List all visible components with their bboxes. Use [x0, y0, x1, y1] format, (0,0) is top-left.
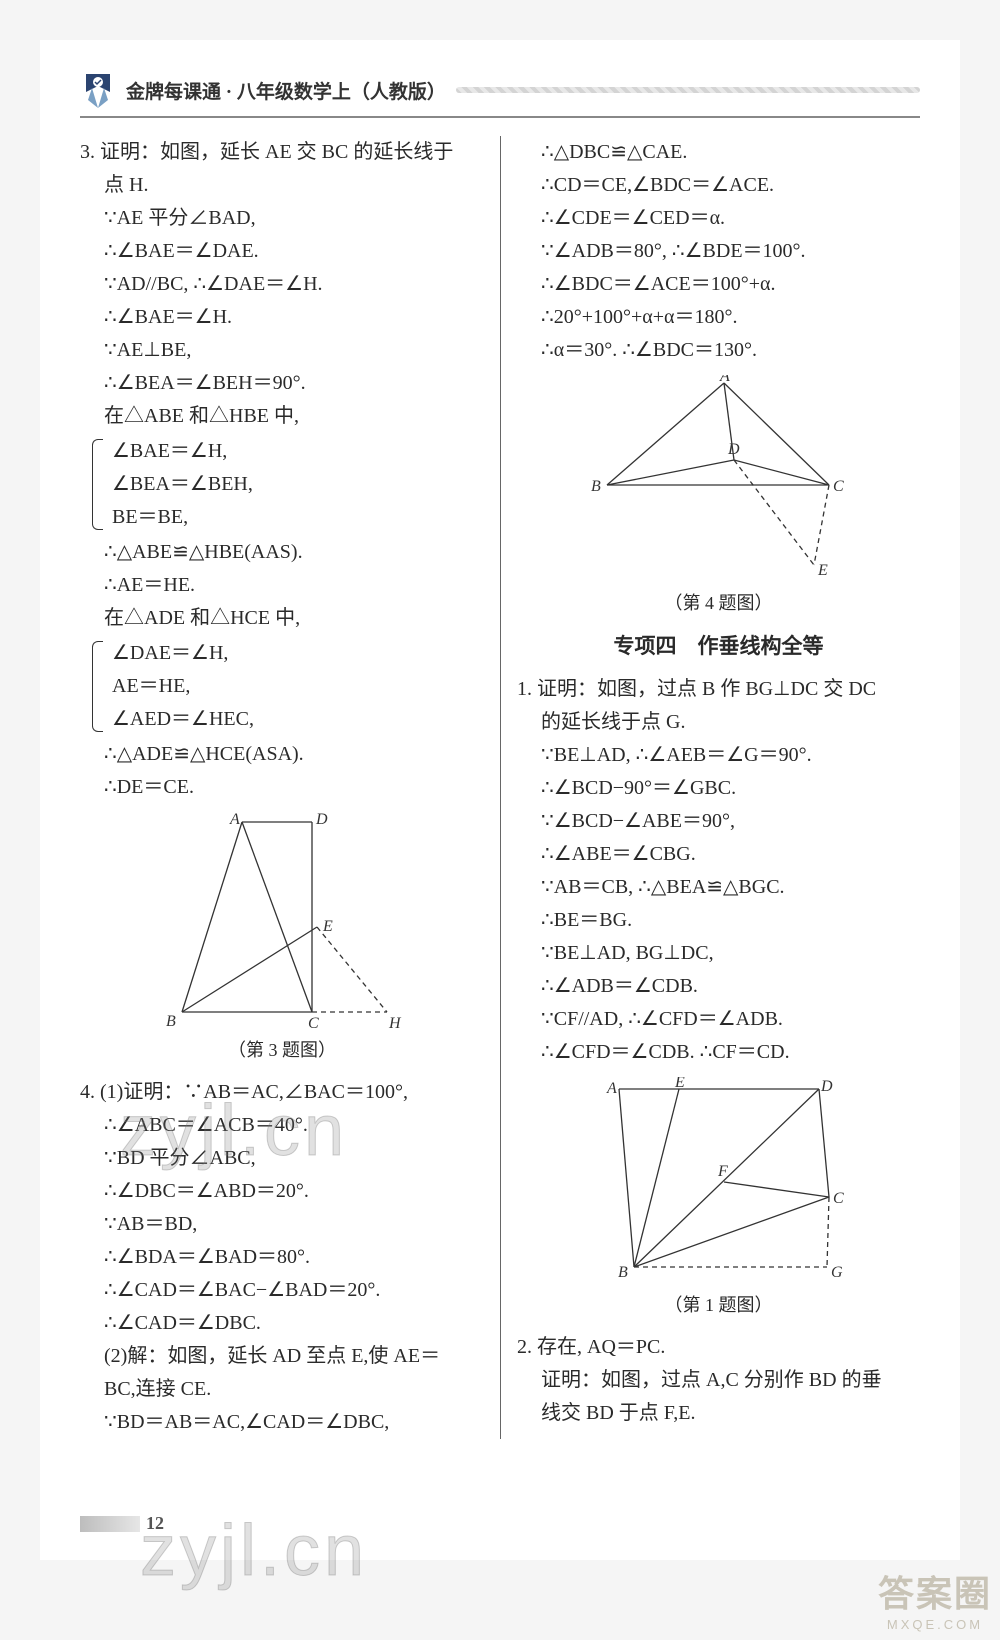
text-line: ∴BE＝BG.	[517, 904, 920, 937]
figure-1: A E D C F B G	[517, 1077, 920, 1287]
text-line: BC,连接 CE.	[80, 1373, 484, 1406]
svg-text:C: C	[833, 1190, 844, 1207]
text-line: 2. 存在, AQ＝PC.	[517, 1331, 920, 1364]
text-line: ∵∠ADB＝80°, ∴∠BDE＝100°.	[517, 235, 920, 268]
page-number-stripe	[80, 1516, 140, 1532]
text-line: ∴△ABE≌△HBE(AAS).	[80, 536, 484, 569]
text-line: 3. 证明：如图，延长 AE 交 BC 的延长线于	[80, 136, 484, 169]
text-line: ∴∠BCD−90°＝∠GBC.	[517, 772, 920, 805]
content-columns: 3. 证明：如图，延长 AE 交 BC 的延长线于 点 H. ∵AE 平分∠BA…	[80, 136, 920, 1439]
text-line: AE＝HE,	[112, 670, 484, 703]
figure-3: A D B C H E	[80, 812, 484, 1032]
text-line: ∵AB＝BD,	[80, 1208, 484, 1241]
text-line: 在△ADE 和△HCE 中,	[80, 602, 484, 635]
svg-text:G: G	[831, 1264, 843, 1281]
svg-text:A: A	[719, 375, 730, 385]
svg-text:B: B	[618, 1264, 628, 1281]
text-line: ∵AD//BC, ∴∠DAE＝∠H.	[80, 268, 484, 301]
text-line: ∵BE⊥AD, ∴∠AEB＝∠G＝90°.	[517, 739, 920, 772]
text-line: 在△ABE 和△HBE 中,	[80, 400, 484, 433]
svg-text:D: D	[820, 1078, 833, 1095]
text-line: ∵CF//AD, ∴∠CFD＝∠ADB.	[517, 1003, 920, 1036]
text-line: ∵BD＝AB＝AC,∠CAD＝∠DBC,	[80, 1406, 484, 1439]
corner-badge: 答案圈 MXQE.COM	[878, 1565, 992, 1632]
text-line: ∴∠DBC＝∠ABD＝20°.	[80, 1175, 484, 1208]
figure-4-caption: （第 4 题图）	[517, 589, 920, 619]
text-line: ∴△DBC≌△CAE.	[517, 136, 920, 169]
text-line: ∴△ADE≌△HCE(ASA).	[80, 738, 484, 771]
svg-text:B: B	[591, 478, 601, 495]
brace-group: ∠BAE＝∠H, ∠BEA＝∠BEH, BE＝BE,	[80, 435, 484, 534]
text-line: ∴DE＝CE.	[80, 771, 484, 804]
text-line: ∴∠BAE＝∠DAE.	[80, 235, 484, 268]
text-line: 4. (1)证明：∵AB＝AC,∠BAC＝100°,	[80, 1076, 484, 1109]
text-line: 证明：如图，过点 A,C 分别作 BD 的垂	[517, 1364, 920, 1397]
text-line: ∴∠BAE＝∠H.	[80, 301, 484, 334]
svg-text:B: B	[166, 1013, 176, 1030]
svg-text:C: C	[308, 1015, 319, 1032]
text-line: 1. 证明：如图，过点 B 作 BG⊥DC 交 DC	[517, 673, 920, 706]
text-line: ∴CD＝CE,∠BDC＝∠ACE.	[517, 169, 920, 202]
svg-text:E: E	[674, 1077, 685, 1091]
svg-text:A: A	[606, 1080, 617, 1097]
text-line: (2)解：如图，延长 AD 至点 E,使 AE＝	[80, 1340, 484, 1373]
text-line: ∵AE⊥BE,	[80, 334, 484, 367]
text-line: ∠DAE＝∠H,	[112, 637, 484, 670]
text-line: ∵BD 平分∠ABC,	[80, 1142, 484, 1175]
text-line: ∴∠CDE＝∠CED＝α.	[517, 202, 920, 235]
text-line: ∴∠BDA＝∠BAD＝80°.	[80, 1241, 484, 1274]
svg-text:D: D	[727, 441, 740, 458]
watermark: zyjl.cn	[140, 1510, 368, 1592]
text-line: ∠BEA＝∠BEH,	[112, 468, 484, 501]
page-number-value: 12	[146, 1513, 164, 1534]
text-line: ∵AE 平分∠BAD,	[80, 202, 484, 235]
text-line: ∴∠CAD＝∠DBC.	[80, 1307, 484, 1340]
page-header: 金牌每课通 · 八年级数学上（人教版）	[80, 70, 920, 118]
brace-group: ∠DAE＝∠H, AE＝HE, ∠AED＝∠HEC,	[80, 637, 484, 736]
svg-text:E: E	[322, 918, 333, 935]
text-line: BE＝BE,	[112, 501, 484, 534]
section-title: 专项四 作垂线构全等	[517, 629, 920, 664]
badge-url: MXQE.COM	[878, 1617, 992, 1632]
text-line: ∴AE＝HE.	[80, 569, 484, 602]
text-line: ∠AED＝∠HEC,	[112, 703, 484, 736]
svg-text:A: A	[229, 812, 240, 828]
svg-text:D: D	[315, 812, 328, 828]
text-line: ∴∠CFD＝∠CDB. ∴CF＝CD.	[517, 1036, 920, 1069]
figure-1-caption: （第 1 题图）	[517, 1291, 920, 1321]
svg-text:C: C	[833, 478, 844, 495]
svg-text:F: F	[717, 1163, 728, 1180]
page-number: 12	[80, 1513, 164, 1534]
text-line: ∴∠ABC＝∠ACB＝40°.	[80, 1109, 484, 1142]
text-line: ∴20°+100°+α+α＝180°.	[517, 301, 920, 334]
figure-4: A B C D E	[517, 375, 920, 585]
badge-title: 答案圈	[878, 1565, 992, 1617]
text-line: 点 H.	[80, 169, 484, 202]
text-line: ∠BAE＝∠H,	[112, 435, 484, 468]
text-line: ∵BE⊥AD, BG⊥DC,	[517, 937, 920, 970]
ribbon-icon	[80, 70, 116, 110]
text-line: ∴∠ADB＝∠CDB.	[517, 970, 920, 1003]
header-title: 金牌每课通 · 八年级数学上（人教版）	[126, 77, 446, 104]
right-column: ∴△DBC≌△CAE. ∴CD＝CE,∠BDC＝∠ACE. ∴∠CDE＝∠CED…	[500, 136, 920, 1439]
header-decoration	[456, 87, 920, 93]
text-line: ∴∠BDC＝∠ACE＝100°+α.	[517, 268, 920, 301]
svg-text:E: E	[817, 562, 828, 579]
text-line: ∴α＝30°. ∴∠BDC＝130°.	[517, 334, 920, 367]
text-line: ∴∠BEA＝∠BEH＝90°.	[80, 367, 484, 400]
page: 金牌每课通 · 八年级数学上（人教版） 3. 证明：如图，延长 AE 交 BC …	[40, 40, 960, 1560]
text-line: ∴∠ABE＝∠CBG.	[517, 838, 920, 871]
text-line: ∵∠BCD−∠ABE＝90°,	[517, 805, 920, 838]
figure-3-caption: （第 3 题图）	[80, 1036, 484, 1066]
text-line: ∵AB＝CB, ∴△BEA≌△BGC.	[517, 871, 920, 904]
text-line: 的延长线于点 G.	[517, 706, 920, 739]
text-line: ∴∠CAD＝∠BAC−∠BAD＝20°.	[80, 1274, 484, 1307]
text-line: 线交 BD 于点 F,E.	[517, 1397, 920, 1430]
svg-text:H: H	[388, 1015, 402, 1032]
left-column: 3. 证明：如图，延长 AE 交 BC 的延长线于 点 H. ∵AE 平分∠BA…	[80, 136, 500, 1439]
